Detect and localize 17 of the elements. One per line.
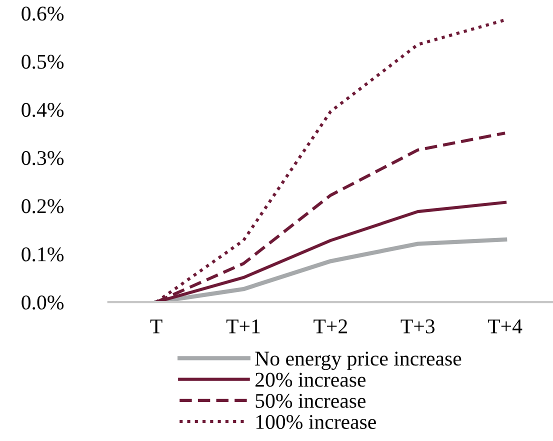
y-tick-label: 0.0%	[22, 295, 64, 310]
legend-label: 50% increase	[256, 394, 366, 408]
x-tick-label: T	[150, 320, 162, 334]
legend-label: 100% increase	[256, 414, 376, 430]
y-tick-label: 0.5%	[22, 54, 64, 69]
y-tick-label: 0.2%	[22, 199, 64, 214]
legend-label: No energy price increase	[255, 352, 462, 370]
x-tick-label: T+4	[488, 319, 522, 334]
line-series	[154, 237, 508, 302]
y-tick-label: 0.1%	[22, 247, 64, 262]
y-tick-label: 0.4%	[22, 102, 64, 118]
legend-label: 20% increase	[256, 372, 366, 387]
y-tick-label: 0.3%	[22, 151, 64, 166]
x-tick-label: T+3	[400, 319, 434, 334]
y-tick-label: 0.6%	[22, 6, 64, 21]
x-tick-label: T+2	[314, 319, 347, 334]
x-tick-label: T+1	[226, 319, 260, 334]
